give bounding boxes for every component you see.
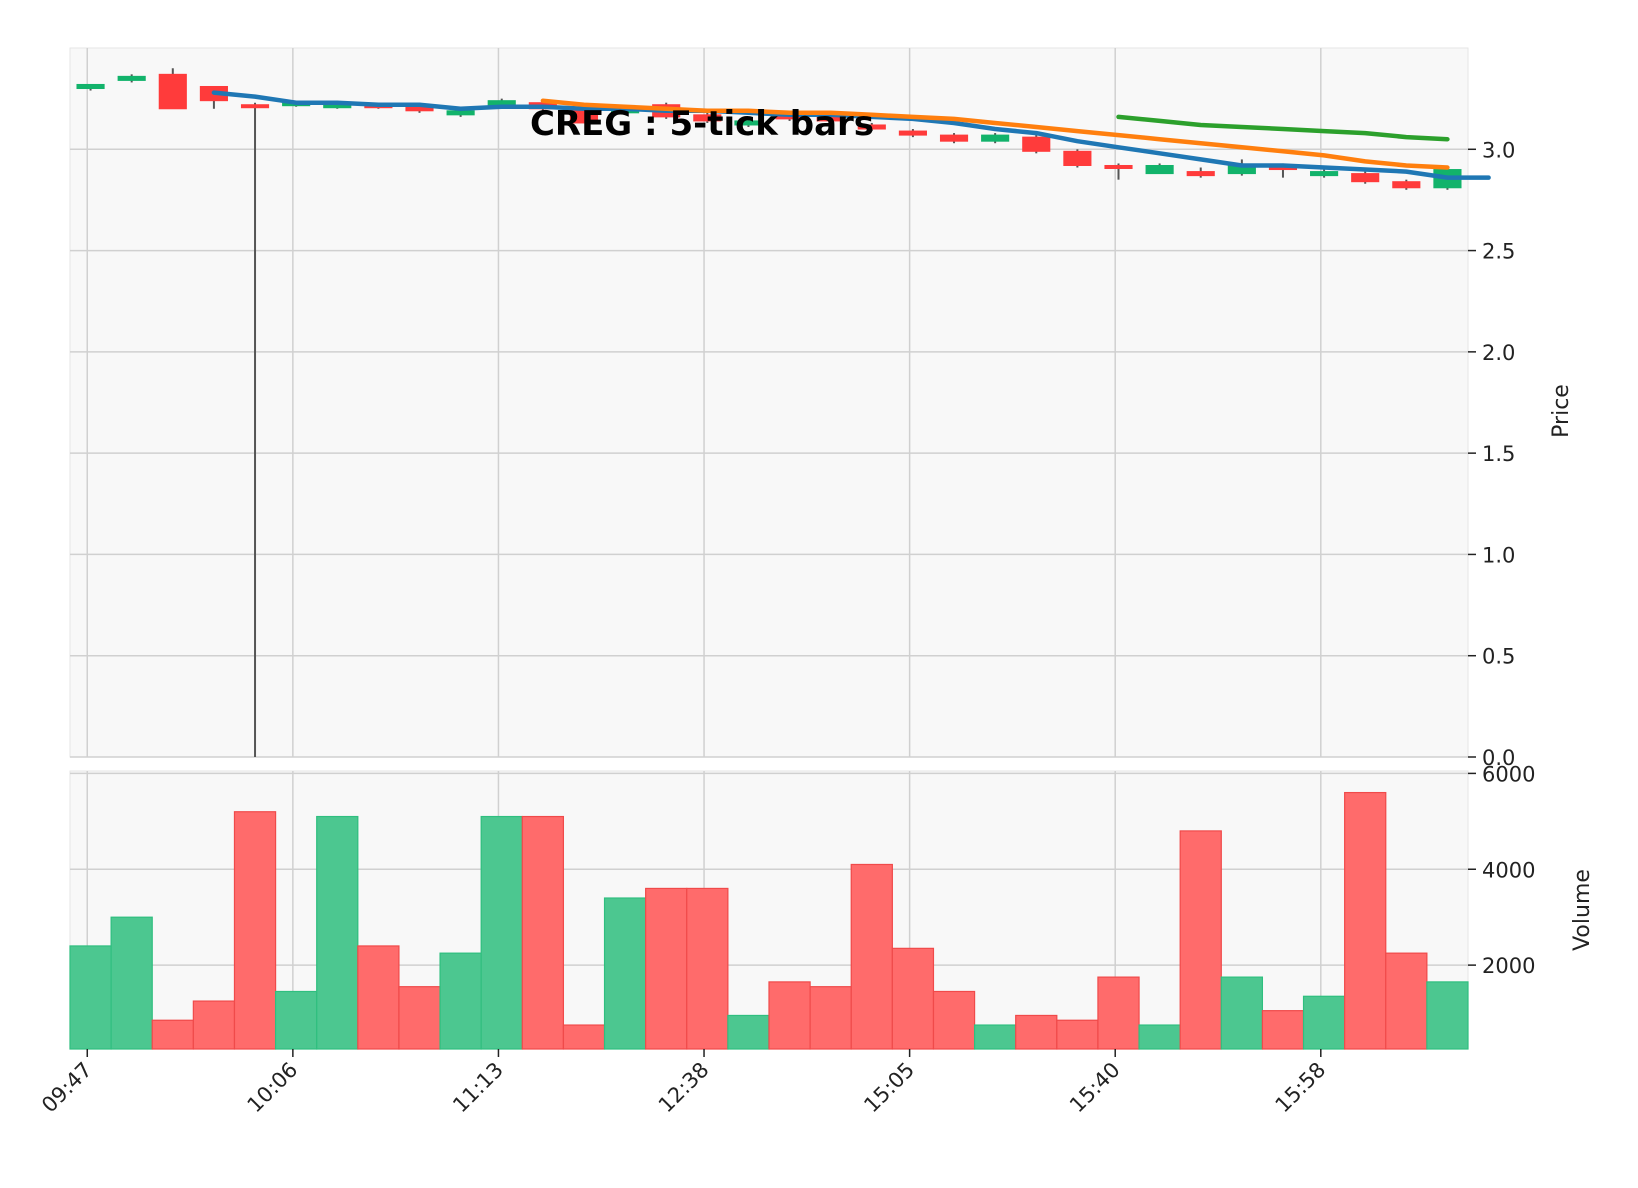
volume-bar-down — [1385, 952, 1428, 1050]
price-axis-title: Price — [1549, 384, 1574, 438]
volume-tick-label: 6000 — [1482, 762, 1535, 786]
volume-tick-label: 4000 — [1482, 858, 1535, 882]
volume-bars — [69, 791, 1469, 1050]
volume-bar-down — [398, 986, 441, 1050]
volume-bar-down — [809, 986, 852, 1050]
price-tick-label: 0.0 — [1482, 746, 1515, 770]
moving-average-ma_long — [1116, 114, 1450, 142]
candle-up — [981, 134, 1010, 142]
moving-average-lines — [211, 90, 1491, 180]
volume-bar-down — [1056, 1019, 1099, 1050]
volume-bar-down — [521, 815, 565, 1050]
candle-up — [76, 83, 105, 90]
volume-bar-down — [562, 1024, 606, 1050]
volume-bar-down — [850, 863, 893, 1050]
candle-down — [857, 124, 886, 130]
volume-bar-up — [439, 952, 482, 1050]
volume-bar-down — [1179, 830, 1222, 1050]
volume-bar-up — [1426, 981, 1469, 1050]
volume-axis-ticks: 2000 4000 6000 — [1468, 762, 1535, 978]
volume-axis-title: Volume — [1570, 869, 1595, 951]
candle-down — [240, 104, 270, 109]
candle-down — [693, 114, 722, 122]
volume-bar-up — [727, 1014, 770, 1050]
volume-tick-label: 2000 — [1482, 954, 1535, 978]
candle-down — [939, 134, 969, 142]
volume-bar-up — [973, 1024, 1017, 1050]
candle-up — [1310, 171, 1339, 177]
volume-bar-down — [1261, 1010, 1305, 1050]
candle-up — [734, 120, 763, 126]
volume-bar-up — [1138, 1024, 1181, 1050]
volume-bar-down — [1015, 1014, 1058, 1050]
candle-up — [117, 75, 146, 81]
candle-down — [1186, 171, 1215, 177]
candle-down — [1392, 181, 1421, 189]
volume-bar-down — [357, 945, 400, 1050]
candle-down — [158, 73, 187, 110]
candle-up — [446, 110, 475, 116]
volume-bar-up — [316, 815, 359, 1050]
volume-bar-up — [274, 990, 318, 1050]
price-tick-label: 2.0 — [1482, 341, 1515, 365]
candle-down — [1104, 164, 1133, 169]
volume-bar-down — [645, 887, 688, 1050]
volume-bar-down — [686, 887, 729, 1050]
volume-bar-down — [891, 947, 935, 1050]
chart-title: CREG : 5-tick bars — [530, 104, 874, 144]
candle-down — [1063, 150, 1092, 166]
volume-bar-down — [1097, 976, 1140, 1050]
volume-bar-up — [110, 916, 153, 1050]
price-tick-label: 1.5 — [1482, 442, 1515, 466]
volume-bar-down — [932, 990, 976, 1050]
price-axis-ticks: 0.0 0.5 1.0 1.5 2.0 2.5 3.0 — [1468, 138, 1515, 770]
volume-bar-up — [603, 897, 647, 1050]
volume-bar-up — [69, 945, 112, 1050]
volume-bar-up — [480, 815, 523, 1050]
candle-up — [1145, 164, 1174, 175]
price-tick-label: 3.0 — [1482, 138, 1515, 162]
volume-bar-up — [1302, 995, 1346, 1050]
moving-average-ma_mid — [540, 98, 1450, 170]
volume-bar-down — [151, 1019, 194, 1050]
candle-down — [1022, 136, 1051, 152]
volume-bar-down — [192, 1000, 236, 1050]
volume-bar-down — [233, 811, 277, 1050]
price-tick-label: 2.5 — [1482, 240, 1515, 264]
price-tick-label: 0.5 — [1482, 645, 1515, 669]
price-tick-label: 1.0 — [1482, 543, 1515, 567]
candle-down — [898, 130, 927, 136]
volume-bar-up — [1220, 976, 1264, 1050]
volume-bar-down — [768, 981, 811, 1050]
candle-down — [1351, 173, 1380, 183]
price-panel — [69, 47, 1469, 758]
volume-bar-down — [1344, 791, 1387, 1050]
